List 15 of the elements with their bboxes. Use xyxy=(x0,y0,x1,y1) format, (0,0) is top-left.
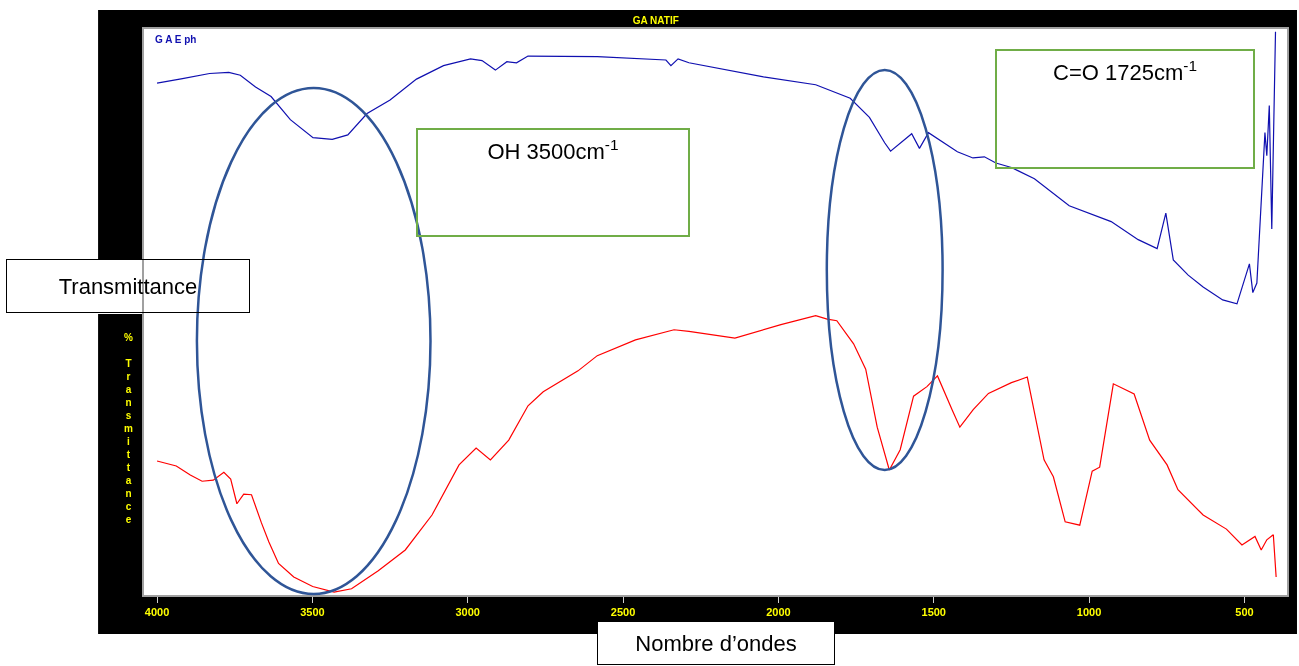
x-tick-label: 4000 xyxy=(144,606,170,619)
x-tick-label: 1000 xyxy=(1076,606,1102,619)
x-tick-label: 3000 xyxy=(455,606,480,619)
x-tick-label: 3500 xyxy=(300,606,325,619)
x-tick-label: 2500 xyxy=(610,606,636,619)
annotation: C=O 1725cm$^{-1}$ xyxy=(1053,57,1197,86)
text: % Transmittance xyxy=(124,332,133,525)
annotation: Transmittance xyxy=(58,273,198,299)
annotation: OH 3500cm$^{-1}$ xyxy=(487,136,619,165)
x-tick-label: 1500 xyxy=(921,606,946,619)
chart-title: GA NATIF xyxy=(632,14,679,26)
text: G A E ph xyxy=(155,34,197,45)
x-tick-label: 2000 xyxy=(766,606,791,619)
x-axis-title: Nombre d’ondes xyxy=(635,630,797,656)
x-tick-label: 500 xyxy=(1235,606,1254,619)
